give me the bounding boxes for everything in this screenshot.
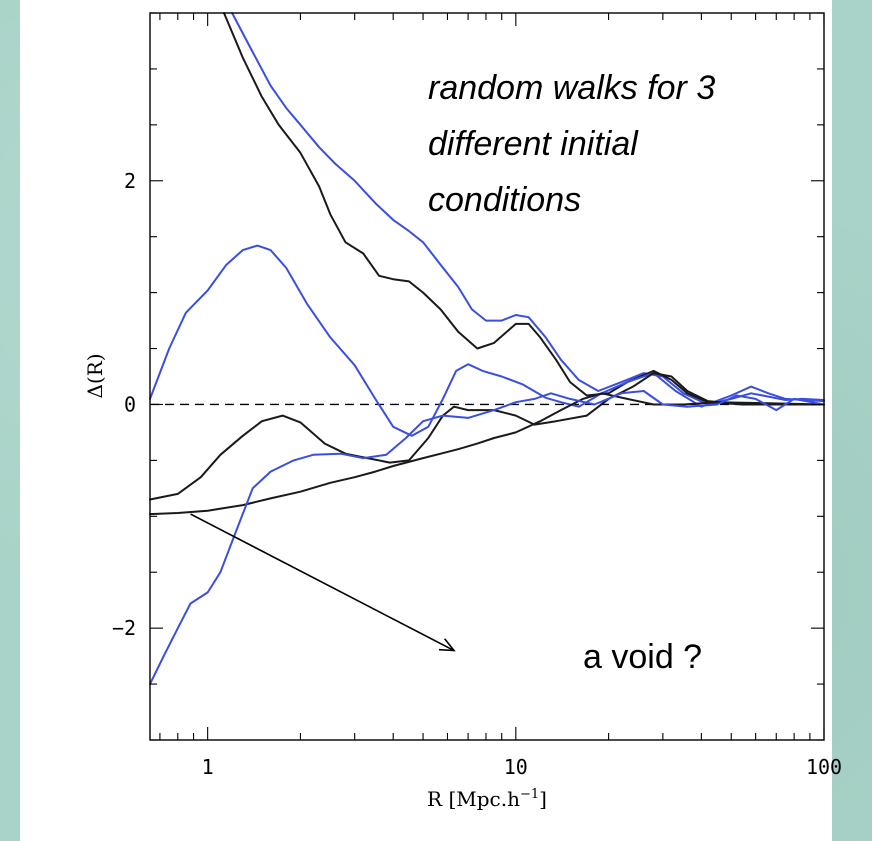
void-annotation: a void ? xyxy=(583,638,702,676)
x-axis-label: R [Mpc.h−1] xyxy=(427,787,547,811)
y-tick-label: −2 xyxy=(112,616,136,640)
void-arrow xyxy=(190,513,456,652)
series-line-6-blue xyxy=(149,390,825,686)
y-tick-label: 0 xyxy=(124,392,136,416)
main-annotation-line-3: conditions xyxy=(428,181,581,219)
series-line-3-blue xyxy=(149,244,825,437)
arrow-head xyxy=(438,638,456,652)
x-tick-label: 1 xyxy=(202,755,214,779)
data-series-group xyxy=(149,12,825,686)
y-tick-label: 2 xyxy=(124,169,136,193)
main-annotation-line-2: different initial xyxy=(428,125,639,163)
arrow-shaft xyxy=(190,513,455,652)
plot-frame xyxy=(149,12,825,741)
x-tick-label: 10 xyxy=(504,755,528,779)
series-line-4-black xyxy=(149,372,825,501)
y-axis-label: Δ(R) xyxy=(83,353,107,398)
x-tick-label: 100 xyxy=(806,755,842,779)
series-line-5-black xyxy=(149,392,825,516)
tick-marks xyxy=(150,12,825,741)
tick-labels: 1 10 100 −2 0 2 xyxy=(112,169,842,779)
x-axis-label-exponent: −1 xyxy=(520,787,539,802)
main-annotation-line-1: random walks for 3 xyxy=(428,69,715,107)
series-line-2-black xyxy=(223,12,825,406)
